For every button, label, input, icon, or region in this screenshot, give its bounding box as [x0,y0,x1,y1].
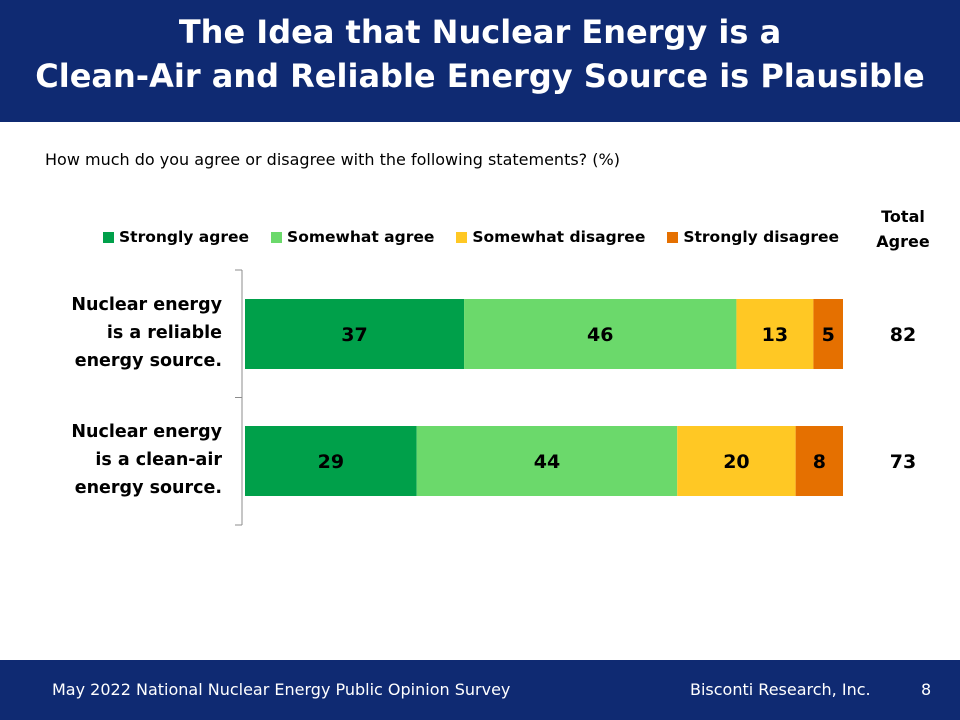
footer-bar: May 2022 National Nuclear Energy Public … [0,660,960,720]
bar-value-label: 46 [587,324,613,346]
legend-label: Somewhat agree [287,228,435,246]
category-label-line: Nuclear energy [71,295,222,315]
bar-value-label: 29 [318,451,344,473]
page-number: 8 [921,680,932,699]
survey-question: How much do you agree or disagree with t… [45,150,620,169]
title-banner: The Idea that Nuclear Energy is a Clean-… [0,0,960,122]
bar-segment [677,426,796,496]
bar-segment [795,426,843,496]
bar-value-label: 5 [822,324,835,346]
bar-value-label: 20 [723,451,749,473]
total-agree-header: Total Agree [862,204,944,254]
bar-segment [813,299,843,369]
bar-segment [736,299,814,369]
category-label-line: is a reliable [106,323,222,343]
category-label-line: energy source. [74,478,222,498]
category-label: Nuclear energy is a reliable energy source… [40,291,222,375]
legend-swatch [271,231,283,243]
bar-value-label: 13 [762,324,788,346]
legend-item: Somewhat agree [271,228,434,246]
title-line-2: Clean-Air and Reliable Energy Source is … [35,57,925,95]
legend-item: Strongly disagree [667,228,839,246]
total-agree-header-line-1: Total [881,207,925,226]
category-label-line: energy source. [74,351,222,371]
bar-value-label: 8 [813,451,826,473]
chart-legend: Strongly agree Somewhat agree Somewhat dis… [103,228,839,246]
title-line-1: The Idea that Nuclear Energy is a [178,13,782,51]
bar-value-label: 37 [341,324,367,346]
total-agree-value: 73 [890,451,916,473]
legend-label: Somewhat disagree [472,228,646,246]
legend-swatch [456,231,468,243]
legend-label: Strongly agree [119,228,250,246]
category-label-line: Nuclear energy [71,422,222,442]
bar-value-label: 44 [534,451,560,473]
bar-segment [245,299,465,369]
bar-segment [245,426,417,496]
legend-swatch [103,231,114,243]
category-label-line: is a clean-air [95,450,222,470]
legend-label: Strongly disagree [683,228,839,246]
total-agree-header-line-2: Agree [876,232,930,251]
footer-company: Bisconti Research, Inc. [690,680,871,699]
bar-segment [416,426,678,496]
bar-segment [464,299,737,369]
category-label: Nuclear energy is a clean-air energy sourc… [40,418,222,502]
total-agree-value: 82 [890,324,916,346]
legend-swatch [667,231,679,243]
legend-item: Somewhat disagree [456,228,645,246]
legend-item: Strongly agree [103,228,249,246]
footer-survey-name: May 2022 National Nuclear Energy Public … [52,680,511,699]
